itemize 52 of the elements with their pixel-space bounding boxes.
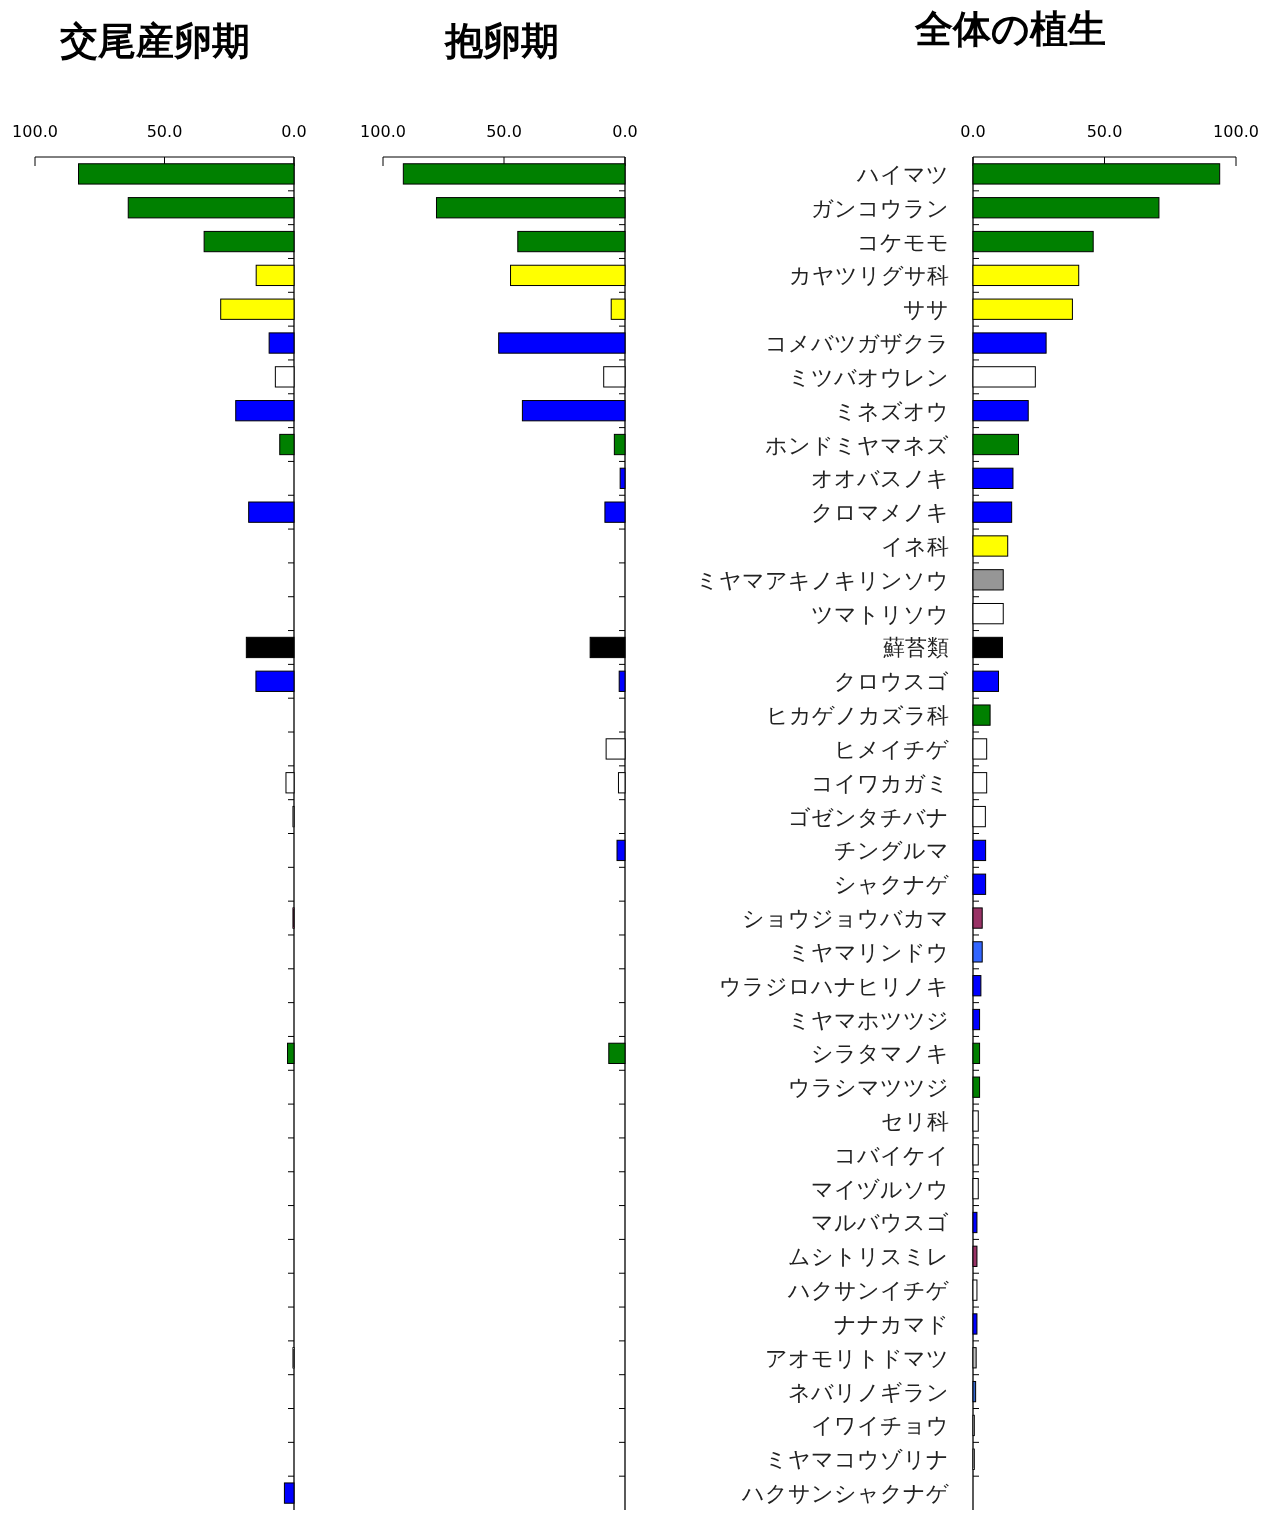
y-tick-label: ヒカゲノカズラ科 xyxy=(766,703,949,729)
x-tick-label: 0.0 xyxy=(960,122,986,141)
y-tick-label: コケモモ xyxy=(857,229,949,255)
y-tick-label: カヤツリグサ科 xyxy=(789,263,949,289)
y-tick-label: ミヤマリンドウ xyxy=(788,939,949,965)
x-tick-label: 50.0 xyxy=(1086,122,1123,141)
y-tick-label: コイワカガミ xyxy=(811,770,949,796)
y-tick-label: ミヤマアキノキリンソウ xyxy=(696,567,949,593)
x-tick-label: 0.0 xyxy=(612,122,638,141)
y-tick-label: ツマトリソウ xyxy=(811,601,949,627)
y-tick-label: イワイチョウ xyxy=(811,1413,949,1439)
y-tick-label: ホンドミヤマネズ xyxy=(765,432,949,458)
x-tick-label: 100.0 xyxy=(360,122,406,141)
y-tick-label: ミヤマコウゾリナ xyxy=(765,1447,949,1473)
y-tick-label: ウラシマツツジ xyxy=(788,1075,949,1101)
chart-title: 抱卵期 xyxy=(443,19,559,63)
y-tick-label: ゴゼンタチバナ xyxy=(788,804,949,830)
x-tick-label: 100.0 xyxy=(12,122,58,141)
y-tick-label: ナナカマド xyxy=(834,1311,949,1337)
y-tick-label: セリ科 xyxy=(881,1109,949,1135)
y-tick-label: ミヤマホツツジ xyxy=(788,1007,949,1033)
y-tick-label: シラタマノキ xyxy=(811,1041,949,1067)
y-tick-label: ガンコウラン xyxy=(811,195,949,221)
y-tick-label: アオモリトドマツ xyxy=(765,1345,949,1371)
y-tick-label: ムシトリスミレ xyxy=(788,1244,949,1270)
y-tick-label: ショウジョウバカマ xyxy=(742,906,949,932)
chart-title: 交尾産卵期 xyxy=(59,19,250,63)
y-tick-label: 蘚苔類 xyxy=(883,635,949,661)
chart-title: 全体の植生 xyxy=(913,7,1106,51)
y-tick-label: マイヅルソウ xyxy=(811,1176,949,1202)
y-tick-label: ハイマツ xyxy=(856,161,949,187)
x-tick-label: 50.0 xyxy=(486,122,522,141)
y-tick-label: ハクサンイチゲ xyxy=(787,1278,949,1304)
y-tick-label: マルバウスゴ xyxy=(811,1210,949,1236)
y-tick-label: クロウスゴ xyxy=(834,669,949,695)
y-tick-label: ミツバオウレン xyxy=(788,364,949,390)
y-tick-label: コメバツガザクラ xyxy=(765,331,949,357)
x-tick-label: 100.0 xyxy=(1213,122,1259,141)
y-tick-label: ウラジロハナヒリノキ xyxy=(719,973,949,999)
y-tick-label: ミネズオウ xyxy=(834,398,949,424)
x-tick-label: 50.0 xyxy=(146,122,183,141)
y-tick-label: チングルマ xyxy=(834,838,949,864)
y-tick-label: シャクナゲ xyxy=(834,872,949,898)
y-tick-label: ネバリノギラン xyxy=(788,1379,949,1405)
y-tick-label: オオバスノキ xyxy=(811,466,949,492)
y-tick-label: ササ xyxy=(903,297,949,323)
y-tick-label: コバイケイ xyxy=(834,1142,949,1168)
y-tick-label: ヒメイチゲ xyxy=(834,736,949,762)
y-tick-label: クロマメノキ xyxy=(811,500,949,526)
x-tick-label: 0.0 xyxy=(281,122,307,141)
y-tick-label: イネ科 xyxy=(881,533,949,559)
y-tick-label: ハクサンシャクナゲ xyxy=(741,1481,949,1507)
